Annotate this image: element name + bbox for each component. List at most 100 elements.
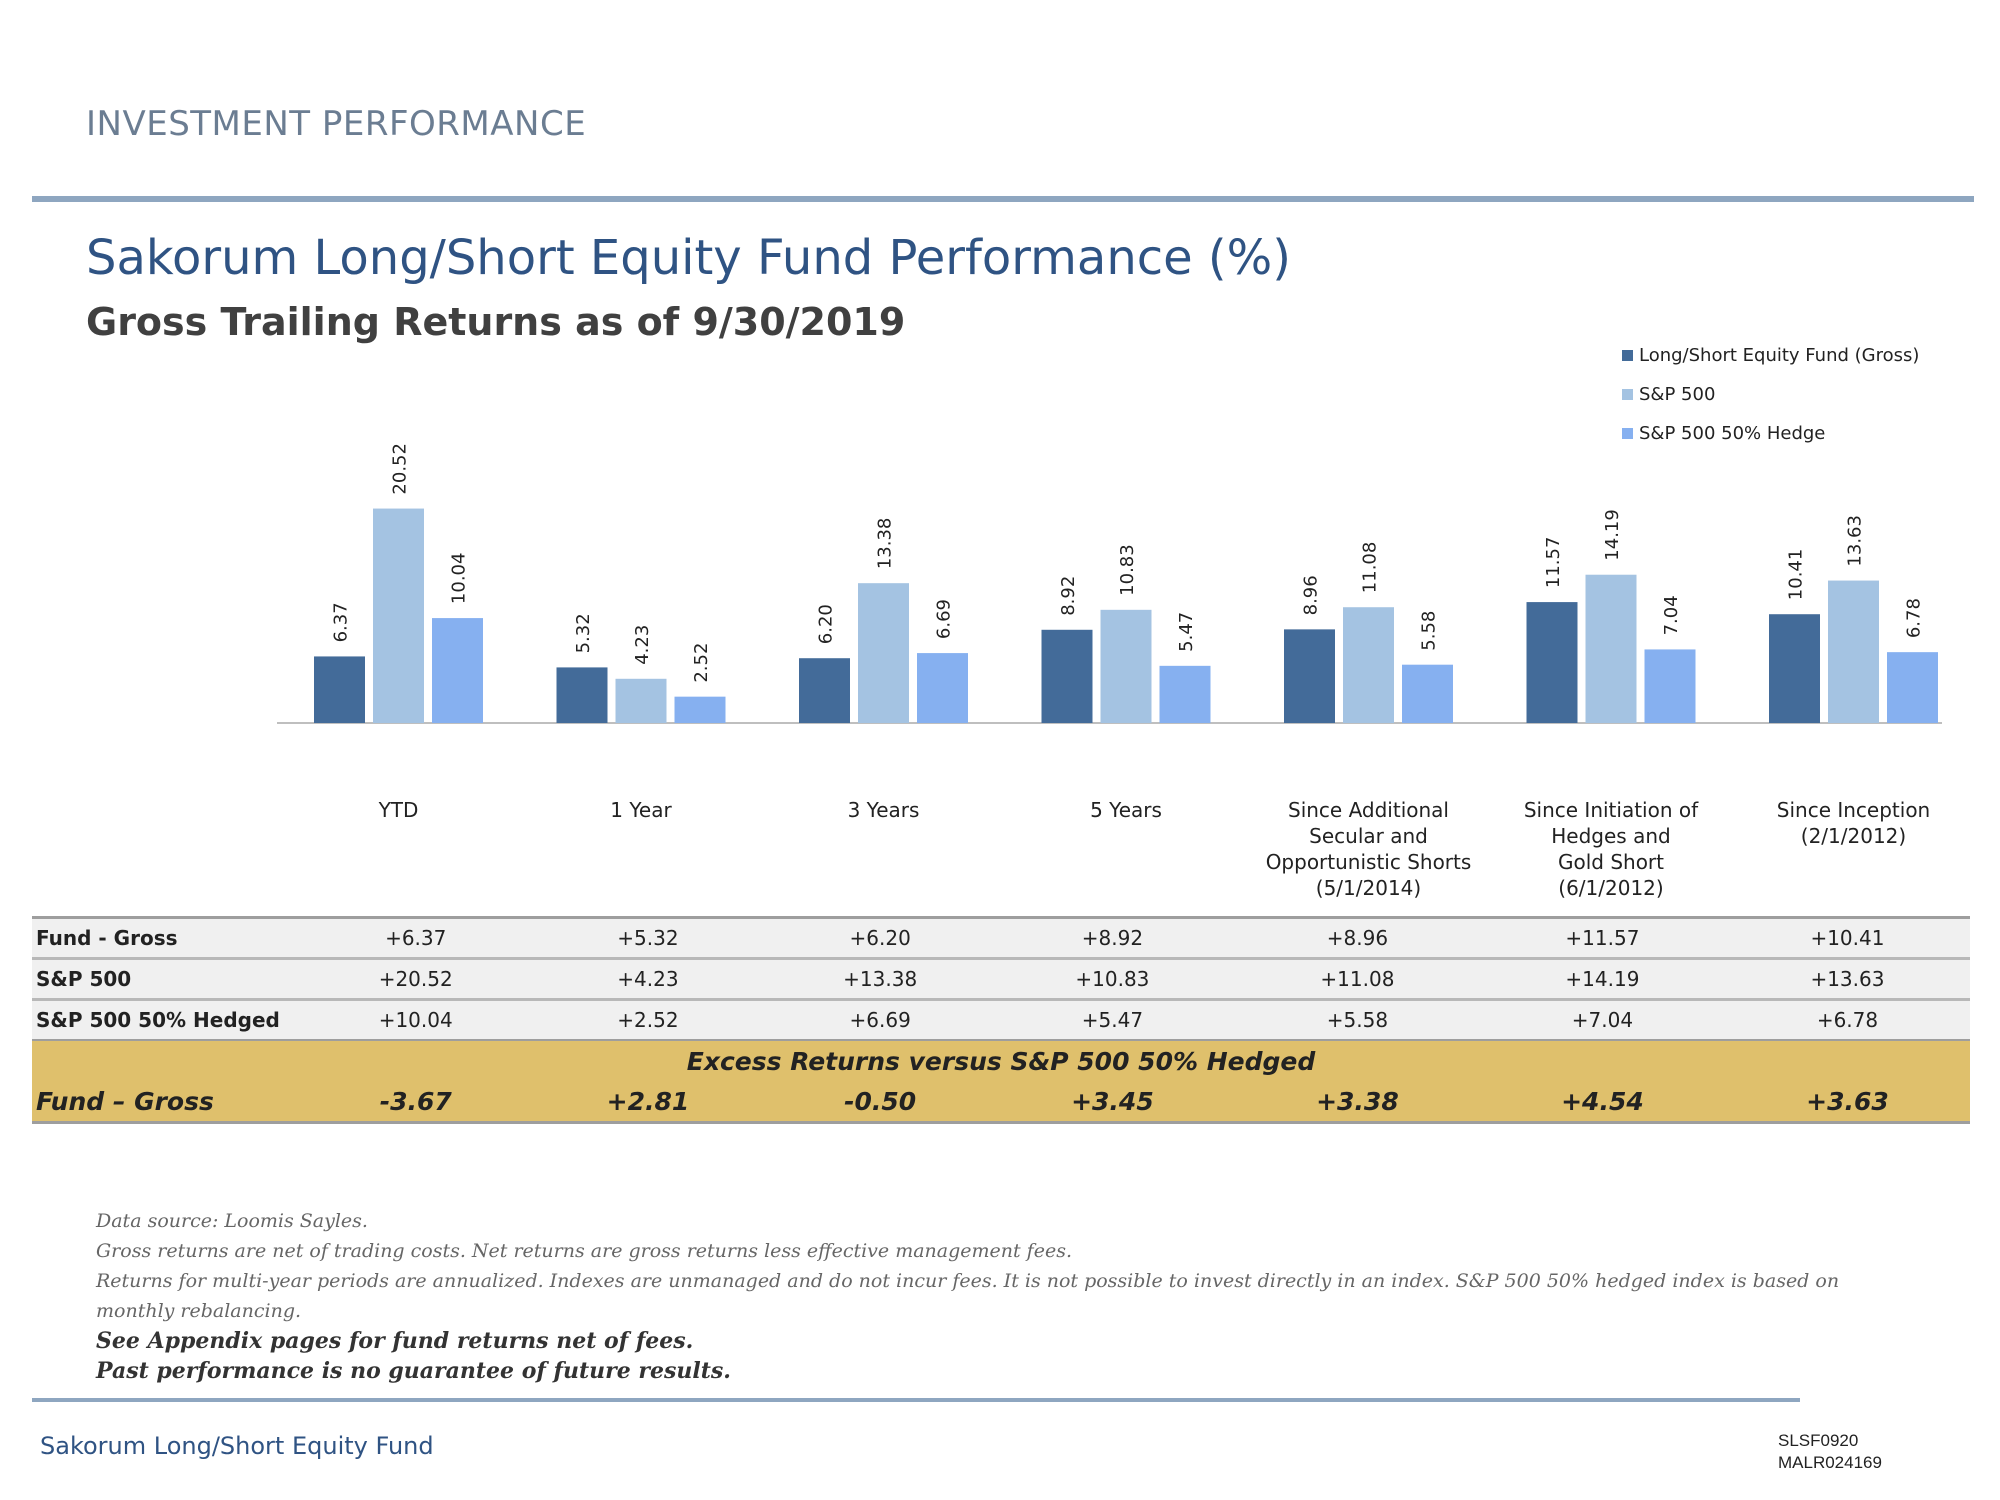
table-cell: +11.08 xyxy=(1234,957,1480,1000)
data-label: 6.69 xyxy=(934,599,955,639)
table-cell: +5.32 xyxy=(525,916,771,959)
category-label: Since Inception (2/1/2012) xyxy=(1739,797,1969,849)
table-cell: +11.57 xyxy=(1479,916,1725,959)
legend-label-sp500: S&P 500 xyxy=(1639,384,1716,405)
excess-cell: +4.54 xyxy=(1479,1081,1725,1124)
legend-label-fund: Long/Short Equity Fund (Gross) xyxy=(1639,345,1920,366)
bar xyxy=(858,583,909,723)
category-label-line: Since Initiation of xyxy=(1523,798,1699,822)
excess-cell: +3.63 xyxy=(1724,1081,1970,1124)
table-cell: +8.92 xyxy=(989,916,1235,959)
legend-item-sp500: S&P 500 xyxy=(1622,375,1919,414)
returns-table: Fund - Gross +6.37 +5.32 +6.20 +8.92 +8.… xyxy=(32,916,1970,1124)
table-cell: +4.23 xyxy=(525,957,771,1000)
note-annualized: Returns for multi-year periods are annua… xyxy=(96,1270,1840,1322)
bar xyxy=(1343,607,1394,723)
table-cell: +20.52 xyxy=(306,957,526,1000)
bottom-divider xyxy=(32,1398,1800,1402)
bar xyxy=(615,678,667,723)
bar xyxy=(314,656,365,723)
bar xyxy=(1526,602,1578,723)
bar xyxy=(1828,580,1879,723)
table-cell: +10.83 xyxy=(989,957,1235,1000)
data-label: 4.23 xyxy=(632,625,653,665)
table-cell: +6.78 xyxy=(1724,998,1970,1040)
category-label-line: 5 Years xyxy=(1090,798,1162,822)
data-label: 13.63 xyxy=(1845,515,1866,567)
data-label: 14.19 xyxy=(1602,509,1623,561)
footer-code-1: SLSF0920 xyxy=(1778,1431,1859,1450)
excess-cell: -0.50 xyxy=(770,1081,990,1124)
category-label-line: Since Additional xyxy=(1288,798,1449,822)
row-label: S&P 500 xyxy=(32,957,306,1000)
legend-label-hedge: S&P 500 50% Hedge xyxy=(1639,423,1826,444)
table-cell: +6.37 xyxy=(306,916,526,959)
table-cell: +14.19 xyxy=(1479,957,1725,1000)
excess-cell: -3.67 xyxy=(306,1081,526,1124)
table-cell: +10.04 xyxy=(306,998,526,1040)
legend-item-fund: Long/Short Equity Fund (Gross) xyxy=(1622,336,1919,375)
bar xyxy=(1041,629,1093,723)
table-cell: +10.41 xyxy=(1724,916,1970,959)
table-cell: +7.04 xyxy=(1479,998,1725,1040)
data-label: 5.58 xyxy=(1419,611,1440,651)
returns-bar-chart: 6.37 20.52 10.04 5.32 4.23 2.52 6.20 13.38 6.69 8… xyxy=(277,443,1942,724)
footer-codes: SLSF0920 MALR024169 xyxy=(1778,1430,1882,1474)
bar xyxy=(1644,649,1696,723)
data-label: 11.57 xyxy=(1543,537,1564,589)
bar xyxy=(799,658,850,723)
category-label-line: Since Inception xyxy=(1776,798,1931,822)
note-past-performance: Past performance is no guarantee of futu… xyxy=(96,1358,731,1384)
category-label-line: 1 Year xyxy=(610,798,672,822)
data-label: 11.08 xyxy=(1360,542,1381,594)
category-label-line: Hedges and xyxy=(1551,824,1671,848)
data-label: 6.20 xyxy=(816,604,837,644)
table-cell: +5.47 xyxy=(989,998,1235,1040)
bar xyxy=(917,653,968,723)
bar xyxy=(373,508,424,723)
note-gross-returns: Gross returns are net of trading costs. … xyxy=(96,1240,1072,1262)
table-cell: +8.96 xyxy=(1234,916,1480,959)
table-cell: +2.52 xyxy=(525,998,771,1040)
data-label: 5.32 xyxy=(573,613,594,653)
category-label-line: 3 Years xyxy=(847,798,920,822)
legend-swatch-sp500 xyxy=(1622,389,1633,400)
excess-cell: +3.45 xyxy=(989,1081,1235,1124)
data-label: 7.04 xyxy=(1661,595,1682,635)
bar xyxy=(432,618,483,723)
table-cell: +13.63 xyxy=(1724,957,1970,1000)
category-label-line: (2/1/2012) xyxy=(1800,824,1907,848)
table-row: S&P 500 50% Hedged +10.04 +2.52 +6.69 +5… xyxy=(32,998,1970,1040)
bar xyxy=(1402,664,1453,723)
category-label-line: YTD xyxy=(378,798,419,822)
excess-heading-row: Excess Returns versus S&P 500 50% Hedged xyxy=(32,1039,1970,1081)
chart-legend: Long/Short Equity Fund (Gross) S&P 500 S… xyxy=(1622,336,1919,453)
section-label: INVESTMENT PERFORMANCE xyxy=(86,104,587,144)
category-label-line: (5/1/2014) xyxy=(1315,876,1422,900)
table-cell: +5.58 xyxy=(1234,998,1480,1040)
note-data-source: Data source: Loomis Sayles. xyxy=(96,1210,368,1232)
category-label: YTD xyxy=(284,797,514,823)
data-label: 2.52 xyxy=(691,643,712,683)
legend-swatch-hedge xyxy=(1622,428,1633,439)
table-row: Fund - Gross +6.37 +5.32 +6.20 +8.92 +8.… xyxy=(32,916,1970,959)
data-label: 8.96 xyxy=(1301,575,1322,615)
footnotes: Data source: Loomis Sayles. Gross return… xyxy=(96,1206,1896,1386)
data-label: 8.92 xyxy=(1058,576,1079,616)
data-label: 6.78 xyxy=(1904,598,1925,638)
bar xyxy=(1284,629,1335,723)
data-label: 13.38 xyxy=(875,518,896,570)
excess-row-label: Fund – Gross xyxy=(32,1081,306,1124)
bar xyxy=(674,696,726,723)
category-label-line: Opportunistic Shorts xyxy=(1265,850,1472,874)
top-divider xyxy=(32,196,1974,202)
bar xyxy=(556,667,608,723)
legend-swatch-fund xyxy=(1622,350,1633,361)
table-row: S&P 500 +20.52 +4.23 +13.38 +10.83 +11.0… xyxy=(32,957,1970,1000)
page-subtitle: Gross Trailing Returns as of 9/30/2019 xyxy=(86,300,906,344)
table-cell: +13.38 xyxy=(770,957,990,1000)
bar xyxy=(1100,609,1152,723)
row-label: Fund - Gross xyxy=(32,916,306,959)
bar xyxy=(1585,574,1637,723)
footer-fund-name: Sakorum Long/Short Equity Fund xyxy=(40,1432,434,1460)
